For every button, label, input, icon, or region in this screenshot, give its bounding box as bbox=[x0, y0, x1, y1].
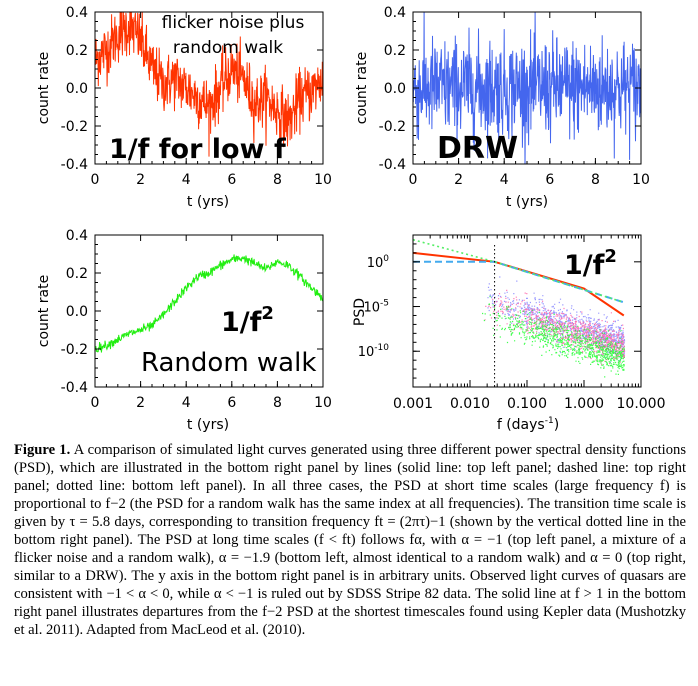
panel-top-right: 0.40.20.0-0.2-0.40 2 4 6 8 10 DRW count rate … bbox=[354, 5, 650, 210]
bottom-right-psd-lines bbox=[412, 238, 625, 387]
bottom-right-xlabel-exp: -1 bbox=[545, 416, 554, 426]
bottom-left-ytick-label: 0.4 bbox=[66, 228, 88, 244]
caption-label: Figure 1. bbox=[14, 442, 71, 458]
top-right-ticks: 0.4 0.2 0.0 -0.2 -0.40 2 4 6 8 10 bbox=[379, 5, 650, 188]
top-left-ytick-label: 0.0 bbox=[66, 81, 88, 97]
bottom-left-xtick-label: 8 bbox=[273, 395, 282, 411]
top-left-annotation-1: flicker noise plus bbox=[162, 13, 305, 33]
top-right-big-label: DRW bbox=[437, 131, 518, 166]
psd-xtick-label: 1.000 bbox=[564, 396, 604, 412]
top-right-xlabel: t (yrs) bbox=[506, 194, 548, 210]
bottom-right-psd-scatter bbox=[482, 276, 626, 378]
top-right-ytick-label: 0.0 bbox=[384, 81, 406, 97]
top-left-annotation-2: random walk bbox=[173, 38, 283, 58]
bottom-left-ytick-label: -0.4 bbox=[61, 380, 88, 396]
bottom-left-light-curve bbox=[95, 254, 323, 353]
psd-xtick-label: 0.001 bbox=[393, 396, 433, 412]
top-left-series-line bbox=[95, 12, 323, 157]
top-left-xlabel: t (yrs) bbox=[187, 194, 229, 210]
top-right-xtick-label: 6 bbox=[545, 172, 554, 188]
top-left-big-label: 1/f for low f bbox=[109, 134, 286, 165]
top-right-ytick-label: -0.4 bbox=[379, 157, 406, 173]
bottom-left-xtick-label: 2 bbox=[136, 395, 145, 411]
top-right-ytick-label: -0.2 bbox=[379, 119, 406, 135]
bottom-left-ticks: 0.4 0.2 0.0 -0.2 -0.40 2 4 6 8 10 bbox=[61, 228, 332, 411]
bottom-right-xlabel-base: f (days bbox=[497, 417, 545, 433]
top-right-xtick-label: 2 bbox=[454, 172, 463, 188]
panel-top-left: 0.4 0.2 0.0 -0.2 -0.40 2 4 6 8 10 flicker noise p… bbox=[36, 5, 332, 210]
top-left-ytick-label: -0.4 bbox=[61, 157, 88, 173]
bottom-left-big-label-exp: 2 bbox=[261, 303, 274, 324]
figure-caption: Figure 1. A comparison of simulated ligh… bbox=[14, 441, 686, 639]
bottom-left-ytick-label: 0.2 bbox=[66, 266, 88, 282]
caption-text: A comparison of simulated light curves g… bbox=[14, 442, 687, 638]
psd-ytick-label: 10-10 bbox=[358, 343, 390, 360]
bottom-left-ylabel: count rate bbox=[36, 275, 52, 347]
top-right-series-line bbox=[413, 12, 641, 164]
psd-xtick-label: 0.010 bbox=[450, 396, 490, 412]
top-left-ytick-label: -0.2 bbox=[61, 119, 88, 135]
bottom-left-xtick-label: 0 bbox=[91, 395, 100, 411]
top-left-xtick-label: 6 bbox=[227, 172, 236, 188]
bottom-right-big-label-base: 1/f bbox=[564, 250, 605, 281]
top-right-ylabel: count rate bbox=[354, 52, 370, 124]
top-left-ylabel: count rate bbox=[36, 52, 52, 124]
top-right-xtick-label: 0 bbox=[409, 172, 418, 188]
psd-scatter-blue bbox=[487, 276, 626, 363]
bottom-left-big-label-base: 1/f bbox=[221, 307, 262, 338]
top-right-xtick-label: 8 bbox=[591, 172, 600, 188]
bottom-left-xtick-label: 10 bbox=[314, 395, 332, 411]
bottom-left-ytick-label: 0.0 bbox=[66, 304, 88, 320]
bottom-left-series-line bbox=[95, 254, 323, 353]
psd-xtick-label: 0.100 bbox=[507, 396, 547, 412]
top-left-ticks: 0.4 0.2 0.0 -0.2 -0.40 2 4 6 8 10 bbox=[61, 5, 332, 188]
psd-ytick-base: 10 bbox=[363, 301, 380, 316]
top-left-xtick-label: 8 bbox=[273, 172, 282, 188]
bottom-left-xlabel: t (yrs) bbox=[187, 417, 229, 433]
bottom-right-xlabel: f (days-1) bbox=[497, 416, 559, 433]
top-left-xtick-label: 10 bbox=[314, 172, 332, 188]
top-left-xtick-label: 4 bbox=[182, 172, 191, 188]
top-right-xtick-label: 4 bbox=[500, 172, 509, 188]
top-left-ytick-label: 0.4 bbox=[66, 5, 88, 21]
psd-ytick-exp: -10 bbox=[374, 343, 389, 353]
psd-ytick-label: 10-5 bbox=[363, 299, 389, 316]
psd-ytick-label: 100 bbox=[367, 254, 390, 271]
top-right-ytick-label: 0.4 bbox=[384, 5, 406, 21]
top-right-xtick-label: 10 bbox=[632, 172, 650, 188]
bottom-right-ylabel: PSD bbox=[352, 298, 368, 326]
psd-xtick-label: 10.000 bbox=[617, 396, 666, 412]
figure-1: 0.40.20.0-0.2-0.40 2 4 6 8 10 flicker noise p… bbox=[36, 5, 666, 433]
panel-bottom-left: 0.40.20.0-0.2-0.40 2 4 6 8 10 1/f2 Random wal… bbox=[36, 228, 332, 433]
top-left-light-curve bbox=[95, 12, 323, 157]
top-left-xtick-label: 0 bbox=[91, 172, 100, 188]
bottom-left-annotation: Random walk bbox=[141, 348, 316, 378]
bottom-left-xtick-label: 4 bbox=[182, 395, 191, 411]
bottom-right-big-label: 1/f2 bbox=[564, 246, 617, 281]
bottom-left-ytick-label: -0.2 bbox=[61, 342, 88, 358]
top-left-xtick-label: 2 bbox=[136, 172, 145, 188]
bottom-right-big-label-exp: 2 bbox=[604, 246, 617, 267]
top-right-ytick-label: 0.2 bbox=[384, 43, 406, 59]
psd-ytick-base: 10 bbox=[367, 256, 384, 271]
psd-ytick-exp: 0 bbox=[383, 254, 389, 264]
bottom-left-xtick-label: 6 bbox=[227, 395, 236, 411]
psd-scatter-pink bbox=[484, 289, 626, 367]
top-left-ytick-label: 0.2 bbox=[66, 43, 88, 59]
top-right-light-curve bbox=[413, 12, 641, 164]
bottom-right-xlabel-close: ) bbox=[554, 417, 559, 433]
psd-scatter-green bbox=[482, 296, 625, 378]
psd-ytick-exp: -5 bbox=[380, 299, 389, 309]
bottom-left-big-label: 1/f2 bbox=[221, 303, 274, 338]
psd-ytick-base: 10 bbox=[358, 345, 375, 360]
